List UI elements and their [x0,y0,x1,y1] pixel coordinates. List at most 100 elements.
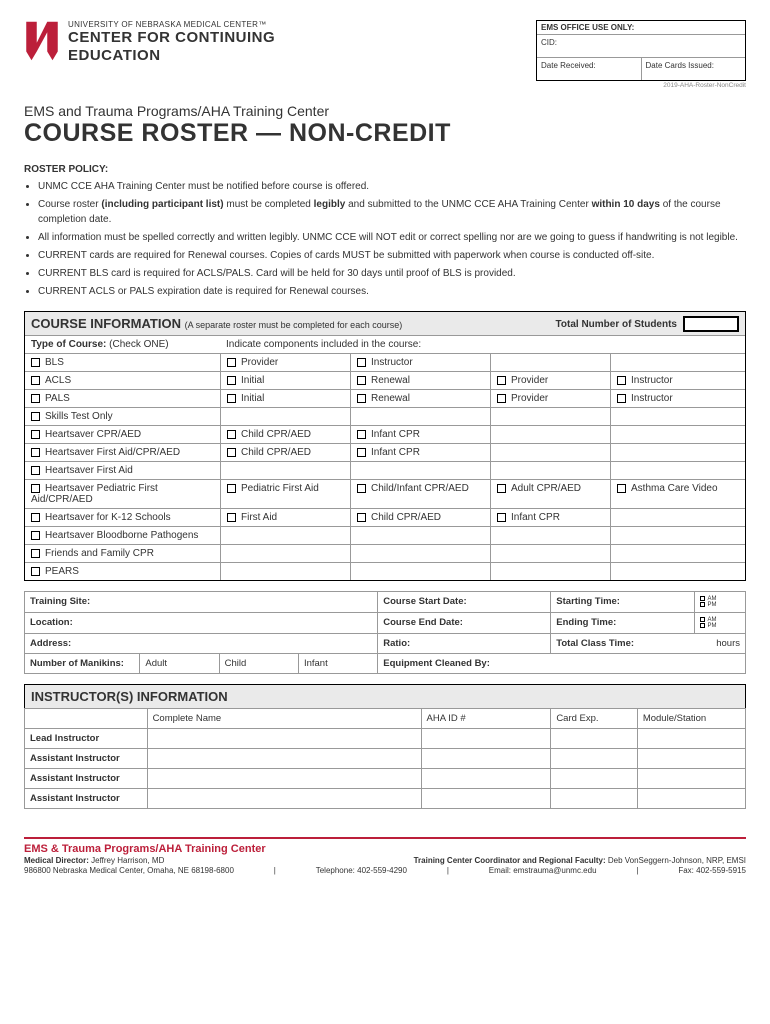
instructor-field[interactable] [147,789,421,809]
checkbox-icon[interactable] [617,394,626,403]
checkbox-icon[interactable] [31,567,40,576]
checkbox-icon[interactable] [227,394,236,403]
course-cell[interactable]: ACLS [25,372,220,389]
course-cell[interactable]: Infant CPR [350,426,490,443]
equipment-field[interactable]: Equipment Cleaned By: [378,654,746,674]
course-cell[interactable]: Child CPR/AED [220,426,350,443]
checkbox-icon[interactable] [31,448,40,457]
instructor-field[interactable] [637,769,745,789]
course-cell[interactable]: Asthma Care Video [610,480,745,508]
start-ampm[interactable]: AMPM [695,592,746,613]
instructor-field[interactable] [421,729,551,749]
course-cell[interactable]: Pediatric First Aid [220,480,350,508]
checkbox-icon[interactable] [357,484,366,493]
training-site-field[interactable]: Training Site: [25,592,378,613]
date-cards-field[interactable]: Date Cards Issued: [641,58,746,80]
checkbox-icon[interactable] [31,412,40,421]
course-cell[interactable]: Renewal [350,390,490,407]
checkbox-icon[interactable] [227,448,236,457]
checkbox-icon[interactable] [497,484,506,493]
checkbox-icon[interactable] [357,430,366,439]
date-received-field[interactable]: Date Received: [537,58,641,80]
instructor-field[interactable] [147,729,421,749]
manikins-child[interactable]: Child [219,654,298,674]
instructor-field[interactable] [421,769,551,789]
course-end-field[interactable]: Course End Date: [378,613,551,634]
total-class-time-field[interactable]: Total Class Time:hours [551,634,746,654]
course-cell[interactable]: First Aid [220,509,350,526]
checkbox-icon[interactable] [31,513,40,522]
checkbox-icon[interactable] [31,358,40,367]
course-cell[interactable]: Heartsaver Pediatric First Aid/CPR/AED [25,480,220,508]
instructor-field[interactable] [551,769,638,789]
starting-time-field[interactable]: Starting Time: [551,592,695,613]
checkbox-icon[interactable] [31,549,40,558]
course-start-field[interactable]: Course Start Date: [378,592,551,613]
instructor-field[interactable] [637,729,745,749]
course-cell[interactable]: Child CPR/AED [350,509,490,526]
course-cell[interactable]: Heartsaver CPR/AED [25,426,220,443]
checkbox-icon[interactable] [31,484,40,493]
course-cell[interactable]: Initial [220,390,350,407]
course-cell[interactable]: BLS [25,354,220,371]
ratio-field[interactable]: Ratio: [378,634,551,654]
course-cell[interactable]: Adult CPR/AED [490,480,610,508]
checkbox-icon[interactable] [357,448,366,457]
checkbox-icon[interactable] [227,513,236,522]
instructor-field[interactable] [147,749,421,769]
instructor-field[interactable] [147,769,421,789]
checkbox-icon[interactable] [357,513,366,522]
course-cell[interactable]: Instructor [610,372,745,389]
course-cell[interactable]: Provider [490,372,610,389]
instructor-field[interactable] [551,789,638,809]
checkbox-icon[interactable] [617,376,626,385]
checkbox-icon[interactable] [227,376,236,385]
checkbox-icon[interactable] [31,394,40,403]
instructor-field[interactable] [637,749,745,769]
checkbox-icon[interactable] [31,376,40,385]
course-cell[interactable]: Instructor [350,354,490,371]
course-cell[interactable]: Heartsaver First Aid [25,462,220,479]
ending-time-field[interactable]: Ending Time: [551,613,695,634]
course-cell[interactable]: Instructor [610,390,745,407]
course-cell[interactable]: Infant CPR [490,509,610,526]
checkbox-icon[interactable] [497,394,506,403]
course-cell[interactable]: Renewal [350,372,490,389]
course-cell[interactable]: PALS [25,390,220,407]
location-field[interactable]: Location: [25,613,378,634]
checkbox-icon[interactable] [357,358,366,367]
checkbox-icon[interactable] [497,513,506,522]
course-cell[interactable]: PEARS [25,563,220,580]
checkbox-icon[interactable] [497,376,506,385]
course-cell[interactable]: Heartsaver First Aid/CPR/AED [25,444,220,461]
instructor-field[interactable] [421,789,551,809]
address-field[interactable]: Address: [25,634,378,654]
manikins-infant[interactable]: Infant [298,654,377,674]
instructor-field[interactable] [421,749,551,769]
course-cell[interactable]: Skills Test Only [25,408,220,425]
end-ampm[interactable]: AMPM [695,613,746,634]
instructor-field[interactable] [637,789,745,809]
course-cell[interactable]: Friends and Family CPR [25,545,220,562]
course-cell[interactable]: Infant CPR [350,444,490,461]
course-cell[interactable]: Heartsaver Bloodborne Pathogens [25,527,220,544]
checkbox-icon[interactable] [227,484,236,493]
checkbox-icon[interactable] [227,358,236,367]
course-cell[interactable]: Initial [220,372,350,389]
manikins-adult[interactable]: Adult [140,654,219,674]
instructor-field[interactable] [551,749,638,769]
total-students-input[interactable] [683,316,739,332]
checkbox-icon[interactable] [31,531,40,540]
checkbox-icon[interactable] [31,466,40,475]
course-cell[interactable]: Provider [490,390,610,407]
checkbox-icon[interactable] [31,430,40,439]
course-cell[interactable]: Child CPR/AED [220,444,350,461]
course-cell[interactable]: Heartsaver for K-12 Schools [25,509,220,526]
checkbox-icon[interactable] [227,430,236,439]
course-cell[interactable]: Provider [220,354,350,371]
cid-field[interactable]: CID: [537,35,745,58]
course-cell[interactable]: Child/Infant CPR/AED [350,480,490,508]
checkbox-icon[interactable] [357,376,366,385]
checkbox-icon[interactable] [357,394,366,403]
instructor-field[interactable] [551,729,638,749]
